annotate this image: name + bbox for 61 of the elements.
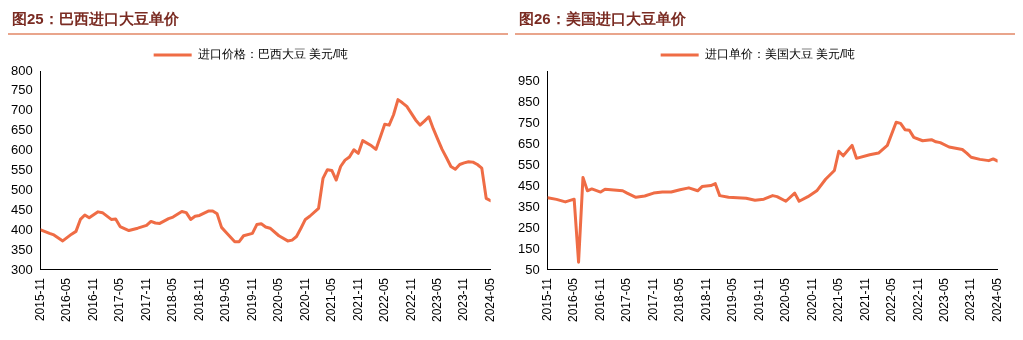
y-tick-label: 350 [517, 198, 540, 214]
x-tick-label: 2020-05 [778, 277, 793, 323]
legend-label: 进口价格：巴西大豆 美元/吨 [197, 47, 349, 62]
x-tick-label: 2023-11 [456, 277, 471, 322]
y-tick-label: 650 [10, 122, 33, 138]
x-tick-label: 2017-05 [619, 277, 634, 323]
x-tick-label: 2019-11 [244, 277, 259, 322]
y-tick-label: 250 [517, 219, 540, 235]
y-tick-label: 650 [517, 135, 540, 151]
x-tick-label: 2022-11 [910, 277, 925, 322]
y-tick-label: 950 [517, 73, 540, 89]
y-tick-label: 700 [10, 102, 33, 118]
y-tick-label: 150 [517, 240, 540, 256]
x-tick-label: 2015-11 [540, 277, 554, 322]
x-tick-label: 2024-05 [989, 277, 1004, 323]
x-tick-label: 2016-05 [59, 277, 74, 323]
x-tick-label: 2017-11 [138, 277, 153, 322]
chart-title: 图26：美国进口大豆单价 [515, 8, 1015, 35]
y-tick-label: 50 [525, 261, 540, 277]
x-tick-label: 2023-11 [963, 277, 978, 322]
x-tick-label: 2022-11 [403, 277, 418, 322]
x-tick-label: 2021-05 [324, 277, 339, 323]
y-tick-label: 350 [10, 241, 33, 257]
y-tick-label: 750 [517, 114, 540, 130]
y-tick-label: 300 [10, 261, 33, 277]
x-tick-label: 2020-05 [271, 277, 286, 323]
chart-title: 图25：巴西进口大豆单价 [8, 8, 508, 35]
x-tick-label: 2020-11 [297, 277, 312, 322]
x-tick-label: 2017-05 [112, 277, 127, 323]
x-tick-label: 2015-11 [33, 277, 47, 322]
legend-label: 进口单价：美国大豆 美元/吨 [704, 47, 856, 62]
x-tick-label: 2019-11 [751, 277, 766, 322]
y-tick-label: 550 [10, 162, 33, 178]
y-tick-label: 400 [10, 221, 33, 237]
x-tick-label: 2016-11 [85, 277, 100, 322]
x-tick-label: 2021-11 [857, 277, 872, 322]
x-tick-label: 2022-05 [377, 277, 392, 323]
x-tick-label: 2022-05 [884, 277, 899, 323]
x-tick-label: 2021-11 [350, 277, 365, 322]
y-tick-label: 450 [517, 177, 540, 193]
x-tick-label: 2024-05 [482, 277, 497, 323]
y-tick-label: 850 [517, 93, 540, 109]
x-tick-label: 2023-05 [429, 277, 444, 323]
x-tick-label: 2018-11 [191, 277, 206, 322]
x-tick-label: 2019-05 [725, 277, 740, 323]
x-tick-label: 2018-05 [165, 277, 180, 323]
y-tick-label: 750 [10, 82, 33, 98]
x-tick-label: 2023-05 [936, 277, 951, 323]
x-tick-label: 2019-05 [218, 277, 233, 323]
y-tick-label: 550 [517, 156, 540, 172]
x-tick-label: 2021-05 [831, 277, 846, 323]
x-tick-label: 2016-11 [592, 277, 607, 322]
x-tick-label: 2016-05 [566, 277, 581, 323]
y-tick-label: 450 [10, 201, 33, 217]
x-tick-label: 2017-11 [645, 277, 660, 322]
x-tick-label: 2018-05 [672, 277, 687, 323]
y-tick-label: 600 [10, 142, 33, 158]
y-tick-label: 800 [10, 62, 33, 78]
y-tick-label: 500 [10, 181, 33, 197]
x-tick-label: 2020-11 [804, 277, 819, 322]
x-tick-label: 2018-11 [698, 277, 713, 322]
